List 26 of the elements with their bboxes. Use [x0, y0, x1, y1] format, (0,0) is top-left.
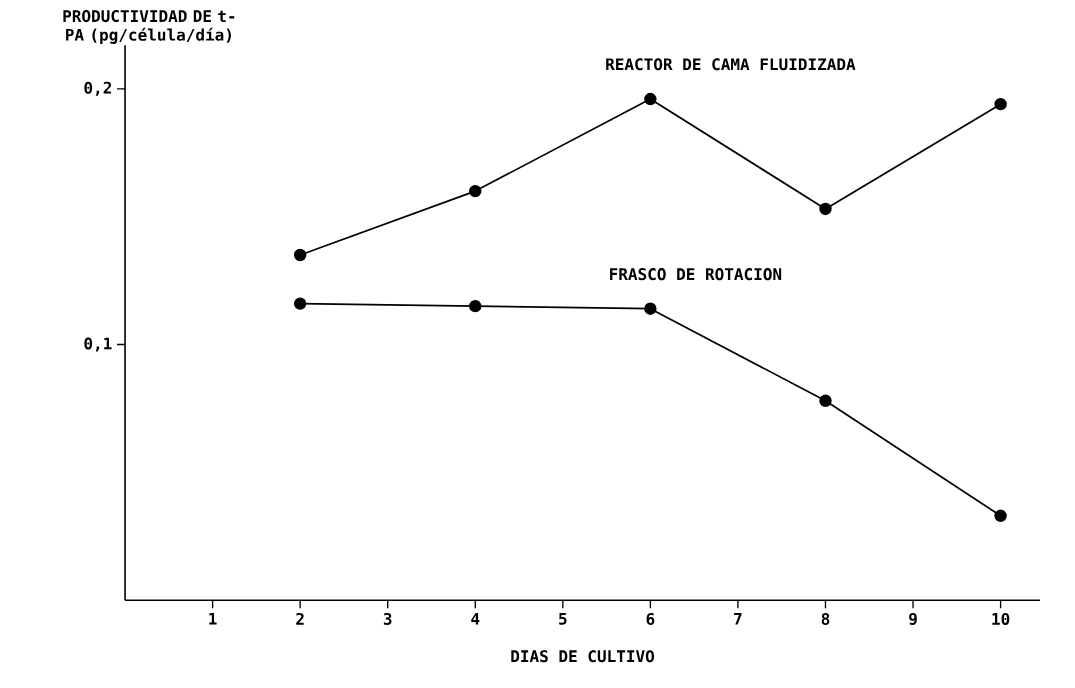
- x-tick-label: 4: [471, 612, 480, 625]
- x-axis-title: DIAS DE CULTIVO: [511, 650, 655, 663]
- point: [994, 97, 1007, 111]
- y-tick-label: 0,2: [84, 81, 111, 96]
- point: [819, 202, 832, 216]
- text: REACTOR DE CAMA FLUIDIZADA: [606, 58, 856, 71]
- point: [469, 184, 482, 198]
- x-tick-label: 6: [646, 612, 655, 625]
- x-tick-label: 7: [734, 612, 742, 625]
- point: [644, 302, 657, 315]
- point: [994, 509, 1007, 522]
- series-label: FRASCO DE ROTACION: [610, 267, 782, 281]
- x-tick-label: 10: [992, 612, 1010, 625]
- y-axis-title: PRODUCTIVIDAD DE t-PA (pg/célula/día): [63, 9, 235, 44]
- point: [293, 297, 307, 310]
- point: [293, 248, 307, 262]
- x-tick-label: 1: [209, 612, 217, 625]
- point: [469, 299, 482, 313]
- y-tick-label: 0,1: [84, 337, 112, 352]
- x-tick-label: 5: [559, 612, 567, 625]
- x-tick-label: 3: [383, 612, 392, 625]
- x-tick-label: 2: [296, 612, 304, 625]
- point: [644, 92, 657, 106]
- point: [819, 394, 832, 407]
- x-tick-label: 8: [821, 612, 830, 625]
- x-tick-label: 9: [909, 612, 917, 625]
